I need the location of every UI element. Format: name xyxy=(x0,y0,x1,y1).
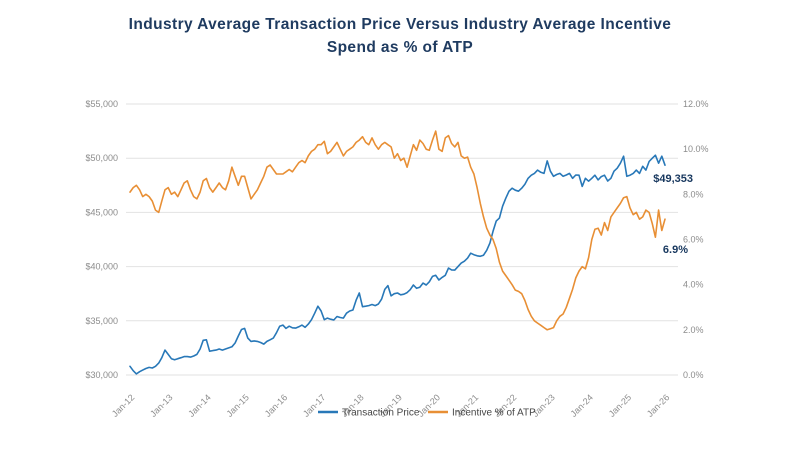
annotation-transaction-price: $49,353 xyxy=(653,173,693,185)
legend: Transaction Price Incentive % of ATP xyxy=(318,407,536,418)
legend-label: Transaction Price xyxy=(342,407,420,418)
annotation-incentive-of-atp: 6.9% xyxy=(663,244,688,256)
y-axis-tick-right: 8.0% xyxy=(683,189,704,199)
x-axis-tick: Jan-20 xyxy=(416,392,443,419)
legend-label: Incentive % of ATP xyxy=(452,407,536,418)
gridlines xyxy=(126,103,678,375)
incentive-of-atp-line xyxy=(129,129,666,331)
y-axis-left: $55,000 $50,000 $45,000 $40,000 $35,000 $30,0… xyxy=(85,99,118,380)
y-axis-tick-right: 6.0% xyxy=(683,234,704,244)
x-axis-tick: Jan-24 xyxy=(568,392,595,419)
y-axis-tick-right: 12.0% xyxy=(683,99,709,109)
y-axis-tick-right: 10.0% xyxy=(683,144,709,154)
y-axis-tick-right: 0.0% xyxy=(683,370,704,380)
transaction-price-line xyxy=(129,153,666,375)
y-axis-tick-right: 4.0% xyxy=(683,279,704,289)
y-axis-tick-left: $45,000 xyxy=(85,207,118,217)
chart-canvas: $55,000 $50,000 $45,000 $40,000 $35,000 $30,0… xyxy=(85,99,709,419)
x-axis-tick: Jan-26 xyxy=(645,392,672,419)
x-axis-tick: Jan-12 xyxy=(110,392,137,419)
x-axis-tick: Jan-13 xyxy=(148,392,175,419)
y-axis-tick-left: $30,000 xyxy=(85,370,118,380)
y-axis-tick-left: $55,000 xyxy=(85,99,118,109)
y-axis-right: 12.0% 10.0% 8.0% 6.0% 4.0% 2.0% 0.0% xyxy=(683,99,709,380)
x-axis-tick: Jan-16 xyxy=(263,392,290,419)
x-axis-tick: Jan-14 xyxy=(186,392,213,419)
y-axis-tick-left: $40,000 xyxy=(85,261,118,271)
chart-title: Industry Average Transaction Price Versu… xyxy=(128,16,672,57)
y-axis-tick-right: 2.0% xyxy=(683,324,704,334)
x-axis-tick: Jan-15 xyxy=(224,392,251,419)
y-axis-tick-left: $50,000 xyxy=(85,153,118,163)
legend-item-incentive-of-atp: Incentive % of ATP xyxy=(428,407,536,418)
legend-item-transaction-price: Transaction Price xyxy=(318,407,420,418)
x-axis-tick: Jan-17 xyxy=(301,392,328,419)
y-axis-tick-left: $35,000 xyxy=(85,315,118,325)
x-axis-tick: Jan-25 xyxy=(607,392,634,419)
